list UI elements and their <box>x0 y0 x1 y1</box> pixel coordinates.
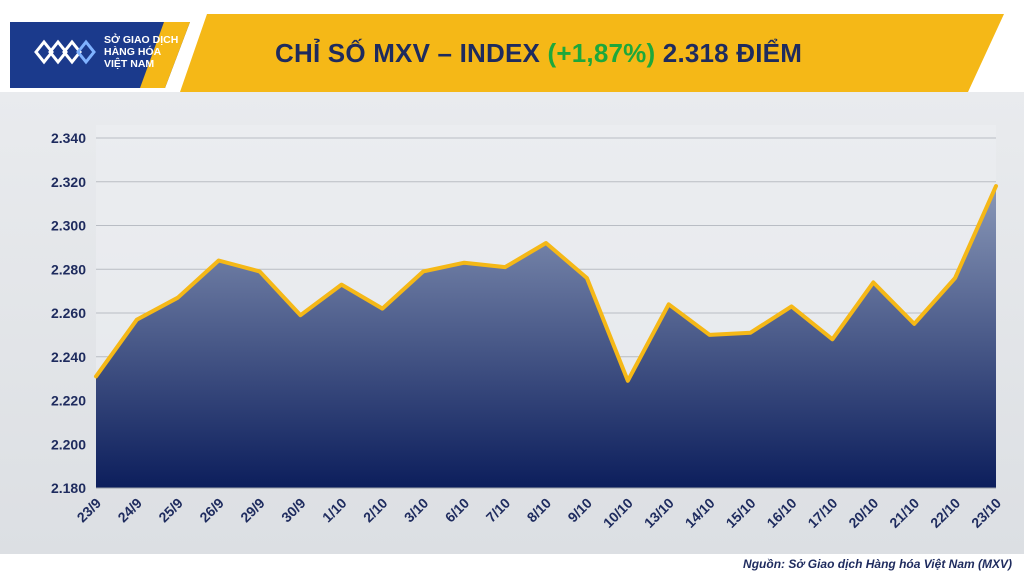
header-banner <box>0 0 1024 92</box>
logo-icon <box>34 39 96 65</box>
logo-panel-accent <box>140 22 190 88</box>
y-tick-label: 2.260 <box>51 305 86 321</box>
series-line <box>94 184 998 383</box>
y-tick-label: 2.240 <box>51 349 86 365</box>
logo-panel <box>10 22 190 88</box>
logo-line-3: VIỆT NAM <box>104 58 155 70</box>
y-tick-label: 2.200 <box>51 436 86 452</box>
title-change: (+1,87%) <box>547 38 656 68</box>
logo-line-2: HÀNG HÓA <box>104 46 162 58</box>
area-fill <box>96 186 996 488</box>
y-tick-label: 2.340 <box>51 130 86 146</box>
title-suffix: 2.318 ĐIỂM <box>655 38 803 68</box>
y-tick-label: 2.280 <box>51 261 86 277</box>
logo-line-1: SỞ GIAO DỊCH <box>104 34 179 46</box>
source-note: Nguồn: Sở Giao dịch Hàng hóa Việt Nam (M… <box>743 557 1012 571</box>
title-prefix: CHỈ SỐ MXV – INDEX <box>275 38 548 68</box>
y-axis-tick-labels: 2.180 2.200 2.220 2.240 2.260 2.280 2.300 2.320… <box>51 130 86 496</box>
y-tick-label: 2.320 <box>51 174 86 190</box>
chart-title: CHỈ SỐ MXV – INDEX (+1,87%) 2.318 ĐIỂM <box>275 38 802 69</box>
y-tick-label: 2.220 <box>51 393 86 409</box>
logo-text: SỞ GIAO DỊCH HÀNG HÓA VIỆT NAM <box>104 34 178 70</box>
y-tick-label: 2.180 <box>51 480 86 496</box>
y-tick-label: 2.300 <box>51 218 86 234</box>
title-banner-shape <box>180 14 1004 92</box>
